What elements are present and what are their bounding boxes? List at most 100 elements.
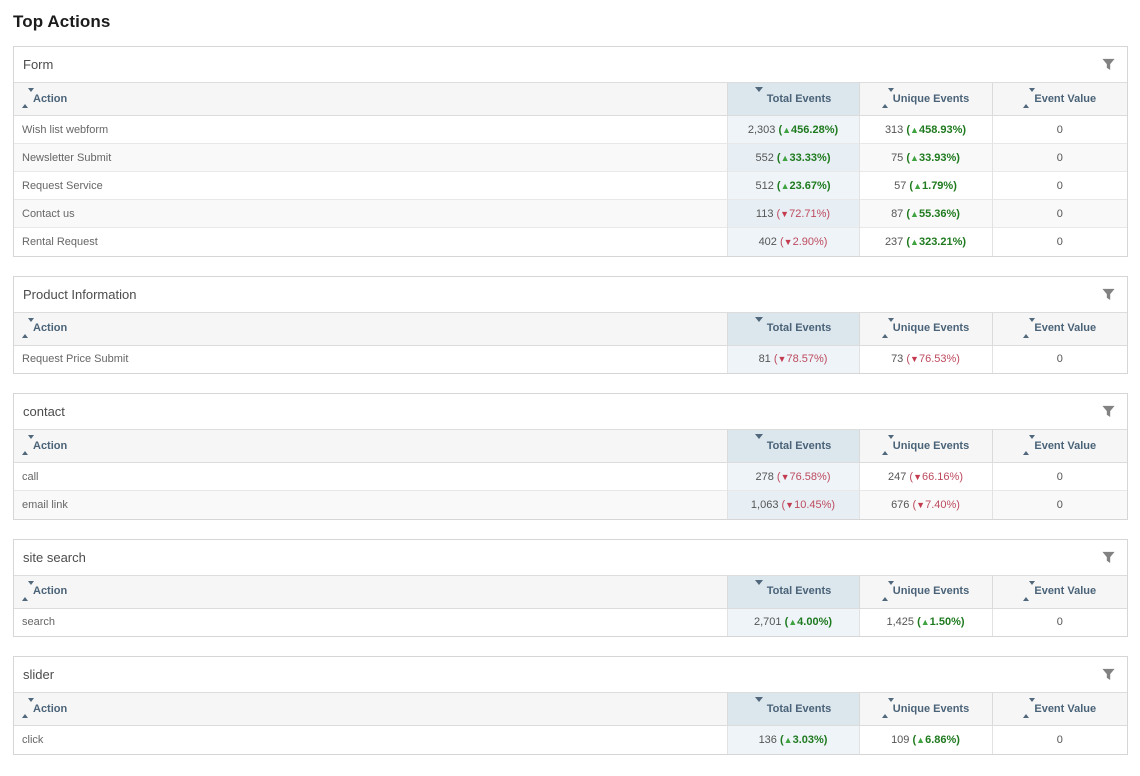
down-triangle-icon: ▼: [910, 354, 919, 365]
table-row: email link 1,063 (▼10.45%) 676 (▼7.40%) 0: [14, 490, 1127, 519]
column-header-event-value[interactable]: Event Value: [991, 429, 1127, 463]
sort-toggle-icon: [881, 698, 894, 719]
sort-desc-icon: [754, 697, 763, 715]
evolution-up: (▲55.36%): [906, 207, 960, 220]
column-header-action[interactable]: Action: [14, 692, 727, 726]
table-row: search 2,701 (▲4.00%) 1,425 (▲1.50%) 0: [14, 607, 1127, 636]
evolution-up: (▲323.21%): [906, 235, 967, 248]
down-triangle-icon: ▼: [780, 208, 790, 219]
column-header-event-value[interactable]: Event Value: [991, 311, 1127, 346]
table-row: Request Service 512 (▲23.67%) 57 (▲1.79%) 0: [14, 171, 1127, 200]
filter-icon[interactable]: [1101, 404, 1116, 419]
column-header-total-events[interactable]: Total Events: [726, 311, 859, 346]
sort-toggle-icon: [22, 88, 34, 109]
section-title: Form: [23, 57, 54, 72]
action-cell: click: [14, 725, 727, 754]
sort-toggle-icon: [881, 580, 894, 601]
unique-events-cell: 109 (▲6.86%): [858, 725, 992, 754]
event-value-cell: 0: [991, 490, 1127, 519]
sort-toggle-icon: [22, 698, 34, 719]
unique-events-cell: 247 (▼66.16%): [858, 462, 992, 491]
column-header-event-value[interactable]: Event Value: [991, 692, 1127, 726]
action-cell: Newsletter Submit: [14, 143, 727, 172]
column-header-total-events[interactable]: Total Events: [726, 692, 859, 726]
unique-events-cell: 87 (▲55.36%): [858, 199, 992, 228]
filter-icon[interactable]: [1101, 667, 1116, 682]
action-cell: Contact us: [14, 199, 727, 228]
sort-toggle-icon: [881, 317, 894, 338]
evolution-up: (▲1.50%): [917, 616, 965, 629]
column-header-event-value[interactable]: Event Value: [991, 574, 1127, 609]
action-cell: Wish list webform: [14, 115, 727, 144]
up-triangle-icon: ▲: [782, 124, 792, 135]
column-header-action[interactable]: Action: [14, 82, 727, 116]
sort-desc-icon: [754, 434, 763, 452]
filter-icon[interactable]: [1101, 287, 1116, 302]
column-header-total-events[interactable]: Total Events: [726, 429, 859, 463]
section-panel-product-information: Product Information Action Total Events Uni…: [13, 275, 1128, 374]
column-header-action[interactable]: Action: [14, 311, 727, 346]
sections-container: Form Action Total Events Unique Events Event…: [13, 46, 1128, 755]
table-row: Rental Request 402 (▼2.90%) 237 (▲323.21%)…: [14, 227, 1127, 256]
column-header-unique-events[interactable]: Unique Events: [858, 692, 992, 726]
column-header-total-events[interactable]: Total Events: [726, 574, 859, 609]
sort-toggle-icon: [1023, 88, 1036, 109]
table-row: Contact us 113 (▼72.71%) 87 (▲55.36%) 0: [14, 199, 1127, 228]
up-triangle-icon: ▲: [910, 236, 919, 247]
column-header-action[interactable]: Action: [14, 574, 727, 609]
unique-events-cell: 676 (▼7.40%): [858, 490, 992, 519]
section-header: slider: [14, 657, 1127, 692]
action-cell: Rental Request: [14, 227, 727, 256]
actions-table: Action Total Events Unique Events Event Val…: [14, 692, 1127, 754]
column-header-unique-events[interactable]: Unique Events: [858, 574, 992, 609]
evolution-down: (▼66.16%): [909, 470, 963, 483]
unique-events-cell: 313 (▲458.93%): [858, 115, 992, 144]
column-header-unique-events[interactable]: Unique Events: [858, 429, 992, 463]
down-triangle-icon: ▼: [913, 471, 923, 482]
unique-events-cell: 57 (▲1.79%): [858, 171, 992, 200]
evolution-up: (▲3.03%): [779, 733, 828, 746]
evolution-up: (▲23.67%): [776, 179, 831, 192]
action-cell: email link: [14, 490, 727, 519]
total-events-cell: 402 (▼2.90%): [726, 227, 859, 256]
evolution-up: (▲4.00%): [784, 616, 833, 629]
filter-icon[interactable]: [1101, 550, 1116, 565]
column-header-action[interactable]: Action: [14, 429, 727, 463]
action-cell: Request Price Submit: [14, 344, 727, 373]
section-header: site search: [14, 539, 1127, 575]
column-header-total-events[interactable]: Total Events: [726, 82, 859, 116]
top-actions-page: Top Actions Form Action Total Events Unique…: [13, 12, 1128, 755]
unique-events-cell: 237 (▲323.21%): [858, 227, 992, 256]
funnel-icon-svg: [1102, 668, 1115, 680]
evolution-down: (▼76.53%): [906, 353, 960, 366]
event-value-cell: 0: [991, 607, 1127, 636]
table-row: Request Price Submit 81 (▼78.57%) 73 (▼76.…: [14, 344, 1127, 373]
section-panel-contact: contact Action Total Events Unique Events Ev…: [13, 393, 1128, 520]
down-triangle-icon: ▼: [777, 354, 787, 365]
column-header-event-value[interactable]: Event Value: [991, 82, 1127, 116]
sort-toggle-icon: [1023, 580, 1036, 601]
page-title: Top Actions: [13, 12, 111, 31]
sort-toggle-icon: [22, 317, 34, 338]
column-header-unique-events[interactable]: Unique Events: [858, 82, 992, 116]
event-value-cell: 0: [991, 199, 1127, 228]
sort-toggle-icon: [1023, 435, 1036, 456]
up-triangle-icon: ▲: [788, 617, 798, 628]
table-header-row: Action Total Events Unique Events Event Val…: [14, 311, 1127, 346]
event-value-cell: 0: [991, 344, 1127, 373]
evolution-up: (▲33.33%): [776, 151, 831, 164]
table-row: click 136 (▲3.03%) 109 (▲6.86%) 0: [14, 725, 1127, 754]
table-header-row: Action Total Events Unique Events Event Val…: [14, 574, 1127, 609]
filter-icon[interactable]: [1101, 57, 1116, 72]
total-events-cell: 2,303 (▲456.28%): [726, 115, 859, 144]
evolution-up: (▲456.28%): [778, 123, 839, 136]
section-title: slider: [23, 667, 55, 682]
funnel-icon-svg: [1102, 288, 1115, 300]
section-panel-slider: slider Action Total Events Unique Events Eve…: [13, 656, 1128, 755]
actions-table: Action Total Events Unique Events Event Val…: [14, 574, 1127, 636]
up-triangle-icon: ▲: [780, 180, 790, 191]
total-events-cell: 113 (▼72.71%): [726, 199, 859, 228]
section-header: Form: [14, 47, 1127, 82]
column-header-unique-events[interactable]: Unique Events: [858, 311, 992, 346]
event-value-cell: 0: [991, 171, 1127, 200]
